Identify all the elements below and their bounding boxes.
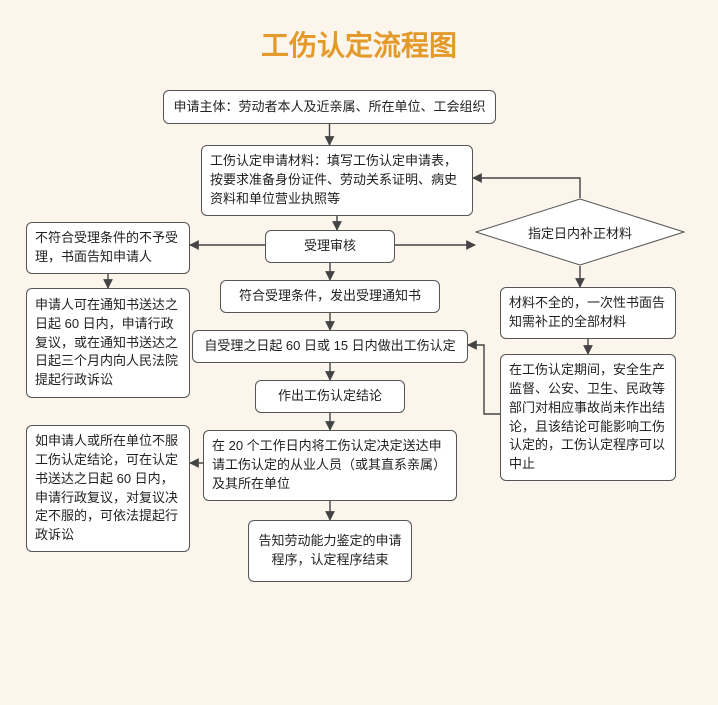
node-n5-label: 自受理之日起 60 日或 15 日内做出工伤认定 <box>204 337 455 356</box>
node-n4-label: 符合受理条件，发出受理通知书 <box>239 287 421 306</box>
decision-d1-label: 指定日内补正材料 <box>528 223 632 242</box>
node-r1: 材料不全的，一次性书面告知需补正的全部材料 <box>500 287 676 339</box>
diagram-title: 工伤认定流程图 <box>0 24 718 64</box>
node-l2: 申请人可在通知书送达之日起 60 日内，申请行政复议，或在通知书送达之日起三个月… <box>26 288 190 398</box>
node-n6: 作出工伤认定结论 <box>255 380 405 413</box>
flowchart-canvas: 工伤认定流程图 申请主体：劳动者本人及近亲属、所在单位、工会组织工伤认定申请材料… <box>0 0 718 705</box>
node-n3: 受理审核 <box>265 230 395 263</box>
node-l1: 不符合受理条件的不予受理，书面告知申请人 <box>26 222 190 274</box>
node-n8-label: 告知劳动能力鉴定的申请程序，认定程序结束 <box>257 532 403 570</box>
node-r2-label: 在工伤认定期间，安全生产监督、公安、卫生、民政等部门对相应事故尚未作出结论，且该… <box>509 361 667 474</box>
node-l2-label: 申请人可在通知书送达之日起 60 日内，申请行政复议，或在通知书送达之日起三个月… <box>35 296 181 390</box>
node-l3: 如申请人或所在单位不服工伤认定结论，可在认定书送达之日起 60 日内，申请行政复… <box>26 425 190 552</box>
node-n2: 工伤认定申请材料：填写工伤认定申请表，按要求准备身份证件、劳动关系证明、病史资料… <box>201 145 473 216</box>
node-r1-label: 材料不全的，一次性书面告知需补正的全部材料 <box>509 294 667 332</box>
node-n8: 告知劳动能力鉴定的申请程序，认定程序结束 <box>248 520 412 582</box>
node-n3-label: 受理审核 <box>304 237 356 256</box>
decision-d1: 指定日内补正材料 <box>475 198 685 266</box>
node-n2-label: 工伤认定申请材料：填写工伤认定申请表，按要求准备身份证件、劳动关系证明、病史资料… <box>210 152 464 209</box>
node-r2: 在工伤认定期间，安全生产监督、公安、卫生、民政等部门对相应事故尚未作出结论，且该… <box>500 354 676 481</box>
node-n1: 申请主体：劳动者本人及近亲属、所在单位、工会组织 <box>163 90 496 124</box>
node-n1-label: 申请主体：劳动者本人及近亲属、所在单位、工会组织 <box>173 98 485 117</box>
node-l1-label: 不符合受理条件的不予受理，书面告知申请人 <box>35 229 181 267</box>
node-n4: 符合受理条件，发出受理通知书 <box>220 280 440 313</box>
node-l3-label: 如申请人或所在单位不服工伤认定结论，可在认定书送达之日起 60 日内，申请行政复… <box>35 432 181 545</box>
node-n6-label: 作出工伤认定结论 <box>278 387 382 406</box>
node-n5: 自受理之日起 60 日或 15 日内做出工伤认定 <box>192 330 468 363</box>
node-n7-label: 在 20 个工作日内将工伤认定决定送达申请工伤认定的从业人员（或其直系亲属）及其… <box>212 437 448 494</box>
node-n7: 在 20 个工作日内将工伤认定决定送达申请工伤认定的从业人员（或其直系亲属）及其… <box>203 430 457 501</box>
